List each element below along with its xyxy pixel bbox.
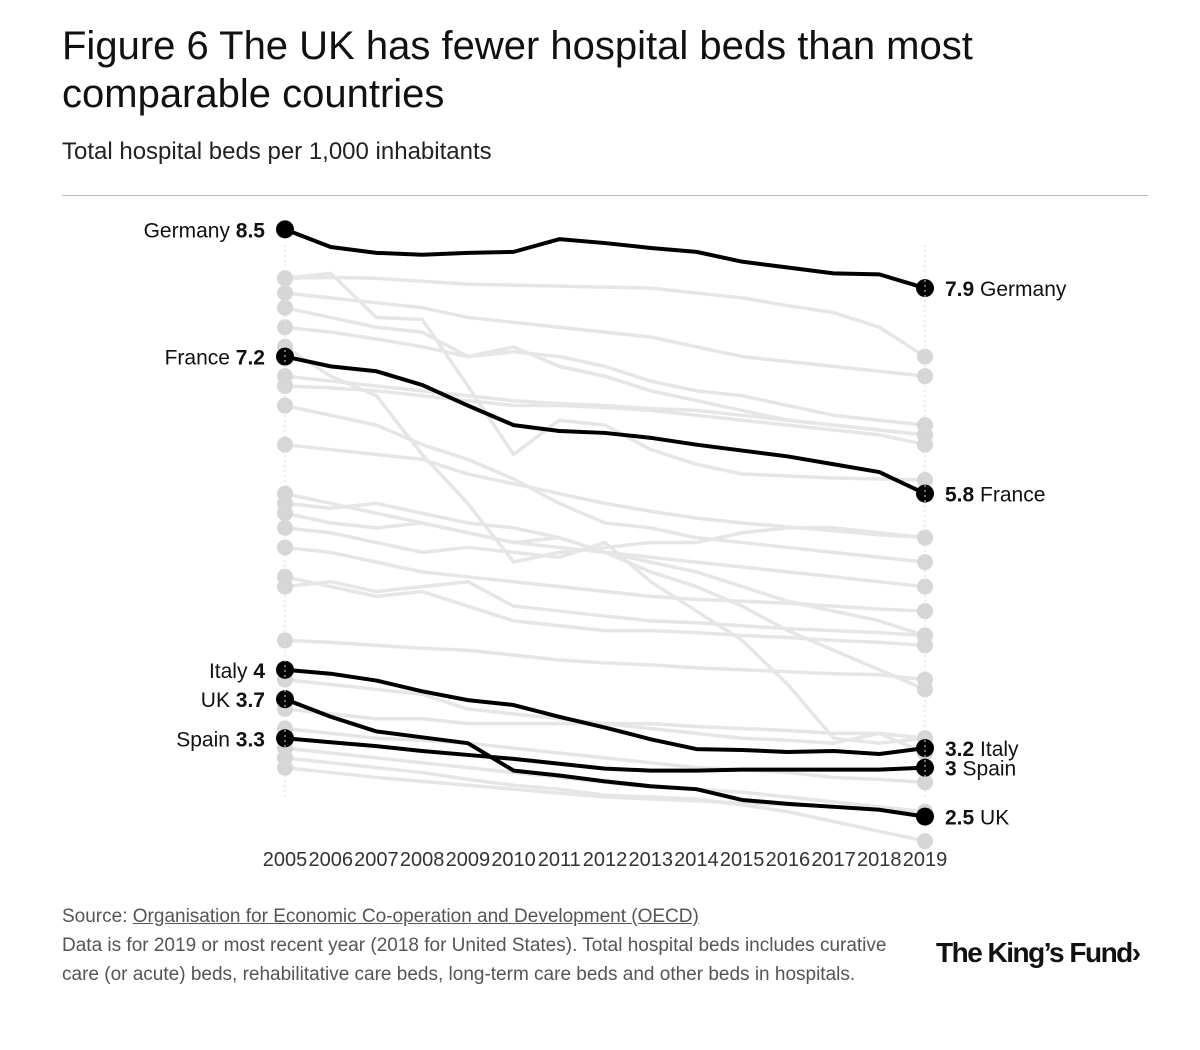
background-start-point (277, 270, 293, 287)
background-series-line (284, 511, 926, 638)
spain-end-point (916, 758, 934, 777)
x-tick-label: 2019 (903, 849, 948, 871)
background-start-point (277, 519, 293, 536)
chart-title: Figure 6 The UK has fewer hospital beds … (62, 24, 973, 116)
italy-start-point (276, 660, 294, 679)
italy-start-label: Italy 4 (209, 660, 265, 683)
background-series-line (284, 374, 926, 437)
background-start-point (277, 319, 293, 336)
germany-series-line (284, 227, 926, 291)
background-series-line (284, 638, 926, 682)
background-series-line (284, 442, 926, 540)
background-start-point (277, 539, 293, 556)
uk-start-label: UK 3.7 (201, 689, 265, 712)
source-link[interactable]: Organisation for Economic Co-operation a… (132, 906, 699, 927)
background-start-point (277, 284, 293, 301)
germany-end-point (916, 279, 934, 298)
background-end-point (917, 671, 933, 688)
background-end-point (917, 774, 933, 791)
x-tick-label: 2016 (766, 849, 811, 871)
background-end-point (917, 529, 933, 546)
uk-start-point (276, 690, 294, 709)
highlight-lines (276, 220, 934, 826)
france-end-point (916, 484, 934, 503)
france-end-label: 5.8 France (945, 484, 1045, 507)
spain-end-label: 3 Spain (945, 758, 1016, 781)
background-end-point (917, 833, 933, 850)
x-tick-label: 2012 (583, 849, 628, 871)
background-series-line (284, 526, 926, 745)
source-line: Source: Organisation for Economic Co-ope… (62, 902, 892, 931)
background-series-line (284, 545, 926, 613)
background-series-line (284, 271, 926, 482)
x-tick-label: 2013 (628, 849, 673, 871)
uk-end-label: 2.5 UK (945, 807, 1009, 830)
france-series-line (284, 354, 926, 496)
background-series-line (284, 677, 926, 755)
spain-start-label: Spain 3.3 (176, 728, 265, 751)
x-tick-label: 2007 (354, 849, 399, 871)
background-start-point (277, 759, 293, 776)
background-series-line (284, 384, 926, 447)
background-series-line (284, 726, 926, 785)
background-series-line (284, 291, 926, 378)
background-series-line (284, 575, 926, 648)
kings-fund-logo: The King’s Fund› (936, 937, 1141, 968)
x-tick-label: 2006 (308, 849, 353, 871)
background-series-line (284, 756, 926, 843)
italy-end-label: 3.2 Italy (945, 738, 1019, 761)
background-series-line (284, 325, 926, 437)
background-end-point (917, 471, 933, 488)
background-end-point (917, 554, 933, 571)
chart-footer: Source: Organisation for Economic Co-ope… (62, 902, 892, 989)
x-tick-label: 2017 (811, 849, 856, 871)
x-axis: 2005 2006 2007 2008 2009 2010 2011 2012 2013 2014… (263, 245, 948, 871)
uk-end-point (916, 807, 934, 826)
france-start-label: France 7.2 (165, 347, 265, 370)
series-labels: Germany 8.5 7.9 Germany France 7.2 5.8 Fran… (144, 219, 1067, 829)
background-lines (277, 270, 933, 850)
background-end-point (917, 436, 933, 453)
background-series-line (284, 491, 926, 589)
germany-start-label: Germany 8.5 (144, 219, 266, 242)
x-tick-label: 2011 (538, 849, 581, 871)
background-start-point (277, 505, 293, 522)
x-tick-label: 2005 (263, 849, 308, 871)
background-series-line (284, 305, 926, 427)
background-series-line (284, 579, 926, 638)
x-tick-label: 2010 (491, 849, 536, 871)
germany-start-point (276, 220, 294, 239)
footnote: Data is for 2019 or most recent year (20… (62, 935, 887, 985)
x-tick-label: 2015 (720, 849, 765, 871)
background-start-point (277, 436, 293, 453)
background-series-line (284, 275, 926, 359)
background-series-line (284, 707, 926, 741)
germany-end-label: 7.9 Germany (945, 278, 1067, 301)
background-series-line (284, 403, 926, 564)
uk-series-line (284, 697, 926, 819)
line-chart: Germany 8.5 7.9 Germany France 7.2 5.8 Fran… (144, 219, 1067, 871)
chart-subtitle: Total hospital beds per 1,000 inhabitant… (62, 138, 492, 165)
background-start-point (277, 299, 293, 316)
italy-end-point (916, 739, 934, 758)
x-tick-label: 2014 (674, 849, 719, 871)
spain-series-line (284, 736, 926, 773)
source-prefix: Source: (62, 906, 133, 927)
italy-series-line (284, 667, 926, 756)
header-divider (62, 195, 1148, 196)
spain-start-point (276, 729, 294, 748)
x-tick-label: 2009 (446, 849, 491, 871)
x-tick-label: 2018 (857, 849, 902, 871)
x-tick-label: 2008 (400, 849, 445, 871)
